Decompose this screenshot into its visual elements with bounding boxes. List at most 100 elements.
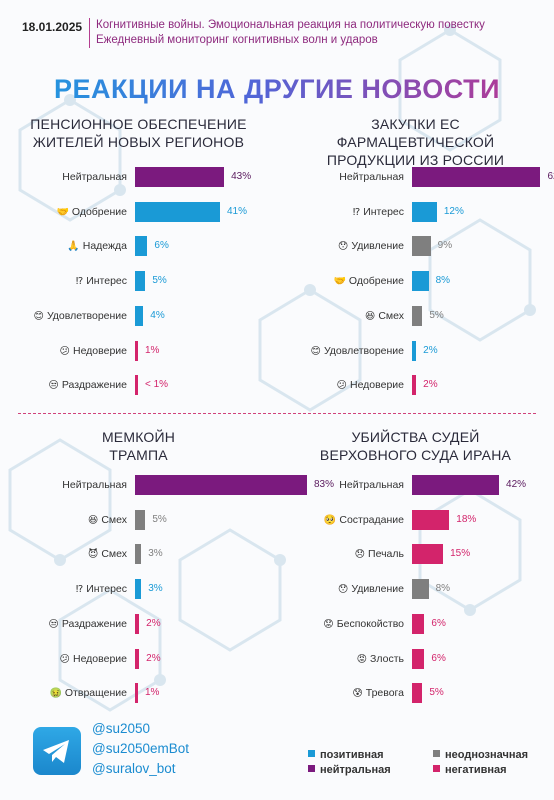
- surprised-face-icon: 😯: [337, 584, 349, 596]
- legend-swatch: [433, 765, 440, 772]
- confused-face-icon: 😕: [336, 380, 347, 392]
- category-label: 😊 Удовлетворение: [34, 310, 128, 322]
- category-label: Нейтральная: [62, 171, 127, 183]
- bar: [412, 271, 429, 292]
- category-text: Удивление: [351, 240, 404, 253]
- bar-row: 😒 Раздражение < 1%: [0, 375, 277, 397]
- category-label: Нейтральная: [339, 479, 404, 491]
- handle-link-2[interactable]: @su2050emBot: [92, 741, 190, 756]
- bar-row: ⁉ Интерес 3%: [0, 579, 277, 601]
- bar: [412, 305, 423, 326]
- value-label: 8%: [435, 583, 451, 595]
- category-label: 😈 Смех: [88, 548, 127, 560]
- exclamation-question-icon: ⁉: [352, 206, 361, 218]
- handshake-icon: 🤝: [333, 276, 346, 288]
- bar-row: 😟 Беспокойство 6%: [277, 613, 554, 636]
- bar: [135, 236, 148, 257]
- category-text: Надежда: [82, 240, 127, 253]
- value-label: 1%: [145, 344, 160, 356]
- category-label: 🙏 Надежда: [67, 240, 127, 252]
- bar-row: 😕 Недоверие 1%: [0, 340, 277, 363]
- handshake-icon: 🤝: [56, 206, 69, 218]
- chart-title: МЕМКОЙН ТРАМПА: [101, 429, 176, 463]
- bar: [412, 167, 541, 187]
- value-label: 15%: [450, 548, 471, 560]
- category-text: Раздражение: [61, 617, 127, 630]
- legend-ambiguous: неоднозначная: [433, 749, 528, 761]
- category-text: Смех: [101, 513, 127, 526]
- category-text: Недоверие: [72, 652, 127, 665]
- devil-face-icon: 😈: [87, 549, 99, 561]
- bar-row: 🤝 Одобрение 8%: [277, 271, 554, 293]
- footer: @su2050 @su2050emBot @suralov_bot позити…: [0, 715, 554, 800]
- value-label: 62%: [547, 171, 554, 182]
- legend-label: неоднозначная: [445, 749, 529, 761]
- worried-face-icon: 😟: [323, 618, 334, 630]
- bar: [135, 648, 140, 669]
- sad-face-icon: 😞: [354, 549, 366, 561]
- category-text: Злость: [370, 652, 404, 665]
- category-label: Нейтральная: [339, 171, 404, 183]
- legend-negative: негативная: [433, 764, 507, 776]
- header-subtitle-1: Когнитивные войны. Эмоциональная реакция…: [96, 19, 485, 31]
- category-label: 😒 Раздражение: [48, 618, 127, 630]
- chart-title: УБИЙСТВА СУДЕЙ ВЕРХОВНОГО СУДА ИРАНА: [319, 429, 512, 463]
- category-text: Смех: [378, 309, 404, 322]
- header: 18.01.2025 Когнитивные войны. Эмоциональ…: [0, 0, 554, 62]
- bar: [412, 509, 450, 530]
- exclamation-question-icon: ⁉: [75, 584, 84, 596]
- bar: [412, 648, 425, 669]
- bar: [412, 340, 417, 361]
- praying-hands-icon: 🙏: [67, 241, 80, 253]
- category-text: Интерес: [86, 275, 127, 288]
- category-label: 😰 Тревога: [352, 687, 404, 699]
- value-label: 8%: [435, 275, 451, 287]
- value-label: 18%: [456, 513, 477, 525]
- category-text: Нейтральная: [339, 171, 404, 183]
- bar-row: 😆 Смех 5%: [277, 305, 554, 328]
- category-label: 😕 Недоверие: [60, 345, 127, 357]
- category-text: Интерес: [363, 205, 404, 218]
- category-text: Отвращение: [64, 687, 127, 700]
- category-label: 😟 Беспокойство: [323, 618, 404, 630]
- category-text: Недоверие: [72, 344, 127, 357]
- category-label: 😒 Раздражение: [48, 379, 127, 391]
- legend-neutral: нейтральная: [308, 764, 391, 776]
- bar-row: 😊 Удовлетворение 4%: [0, 305, 277, 328]
- telegram-logo-icon[interactable]: [33, 727, 81, 775]
- header-subtitle-2: Ежедневный мониторинг когнитивных волн и…: [96, 34, 378, 46]
- bar-row: 😡 Злость 6%: [277, 648, 554, 671]
- legend-label: негативная: [445, 764, 507, 776]
- bar: [412, 579, 429, 600]
- handle-link-3[interactable]: @suralov_bot: [92, 761, 176, 776]
- category-label: 😯 Удивление: [338, 583, 404, 595]
- value-label: 9%: [437, 240, 453, 252]
- category-text: Сострадание: [339, 513, 404, 526]
- bar: [412, 201, 437, 222]
- bar: [135, 475, 307, 495]
- bar-row: 😊 Удовлетворение 2%: [277, 340, 554, 363]
- main-title: РЕАКЦИИ НА ДРУГИЕ НОВОСТИ: [0, 74, 554, 105]
- category-label: 😡 Злость: [357, 653, 404, 665]
- legend-swatch: [308, 765, 315, 772]
- category-text: Беспокойство: [336, 617, 404, 630]
- bar: [135, 375, 138, 396]
- bar: [135, 340, 138, 361]
- handle-link-1[interactable]: @su2050: [92, 721, 150, 736]
- bar-row: Нейтральная 62%: [277, 167, 554, 189]
- value-label: 42%: [506, 479, 527, 490]
- category-text: Раздражение: [61, 379, 127, 392]
- bar: [135, 509, 146, 530]
- bar-row: Нейтральная 42%: [277, 475, 554, 497]
- value-label: 3%: [148, 548, 163, 560]
- category-text: Недоверие: [349, 379, 404, 392]
- bar-row: 😯 Удивление 8%: [277, 579, 554, 601]
- legend-label: нейтральная: [320, 764, 391, 776]
- category-label: 🤝 Одобрение: [56, 206, 127, 218]
- category-label: 😕 Недоверие: [337, 379, 404, 391]
- exclamation-question-icon: ⁉: [75, 276, 84, 288]
- smile-icon: 😊: [310, 345, 321, 357]
- legend-swatch: [308, 750, 315, 757]
- category-label: 😕 Недоверие: [60, 653, 127, 665]
- value-label: 5%: [429, 687, 444, 699]
